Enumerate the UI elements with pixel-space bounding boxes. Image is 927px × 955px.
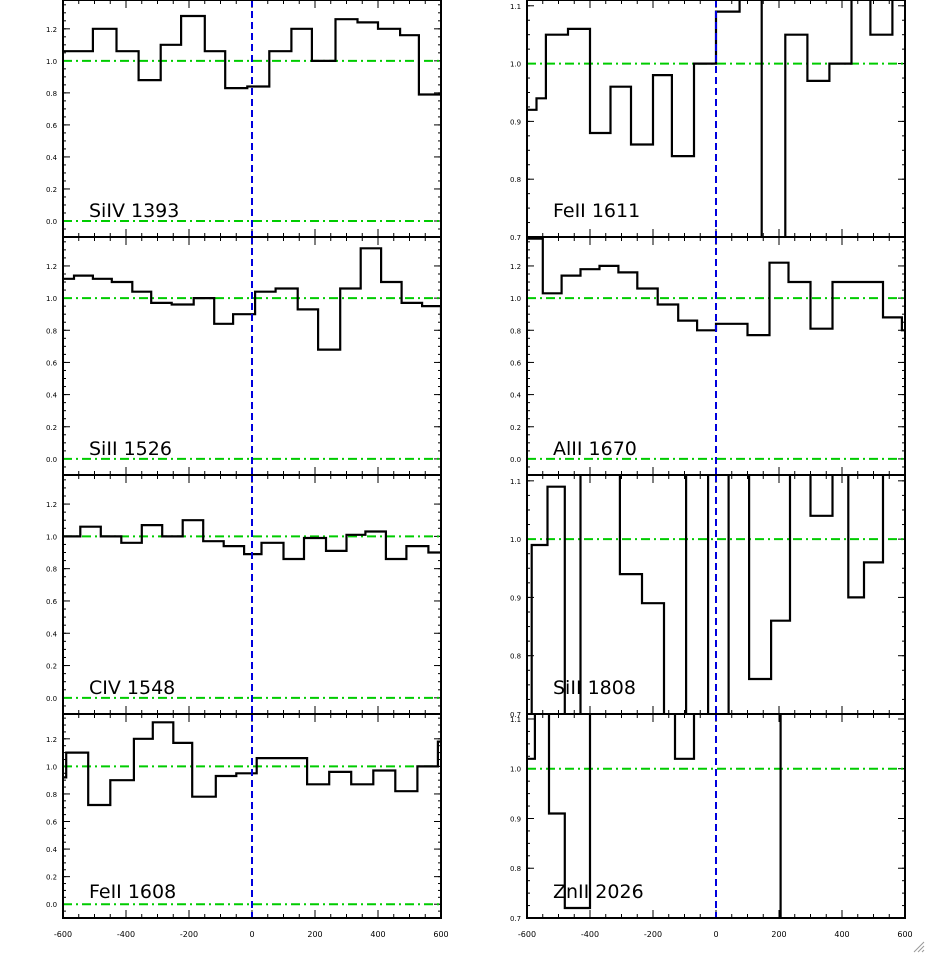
y-tick-label: 0.9 xyxy=(510,815,521,823)
y-tick-label: 0.9 xyxy=(510,118,521,126)
x-tick-label: 600 xyxy=(433,930,448,939)
y-tick-label: 0.8 xyxy=(46,90,57,98)
spectrum-line xyxy=(63,721,441,807)
y-tick-label: 1.2 xyxy=(46,501,57,509)
panel-frame xyxy=(62,713,442,919)
y-tick-label: 0.2 xyxy=(46,424,57,432)
x-tick-label: 200 xyxy=(771,930,786,939)
panel-feii-1611: 0.7 0.8 0.9 1.0 1.1 FeII 1611 xyxy=(510,0,906,242)
y-tick-label: 1.0 xyxy=(510,536,521,544)
y-tick-label: 0.8 xyxy=(46,791,57,799)
panel-frame xyxy=(526,713,906,919)
y-tick-label: 0.6 xyxy=(46,122,58,130)
ion-label: SiII 1526 xyxy=(89,438,172,460)
y-tick-label: 0.0 xyxy=(510,456,521,464)
x-tick-label: -600 xyxy=(54,930,72,939)
x-tick-label: 400 xyxy=(370,930,385,939)
x-tick-label: -600 xyxy=(518,930,536,939)
y-tick-label: 0.4 xyxy=(46,846,58,854)
y-tick-label: 0.9 xyxy=(510,594,521,602)
spectrum-line xyxy=(63,247,441,351)
y-tick-label: 1.1 xyxy=(510,478,521,486)
spectrum-line xyxy=(63,14,441,96)
x-tick-label: -400 xyxy=(581,930,599,939)
ion-label: SiII 1808 xyxy=(553,677,636,699)
x-tick-label: 0 xyxy=(249,930,254,939)
y-tick-label: 1.2 xyxy=(46,26,57,34)
ion-label: FeII 1611 xyxy=(553,200,640,222)
panel-feii-1608: 0.0 0.2 0.4 0.6 0.8 1.0 1.2 -600 -400 -200 0 200 400… xyxy=(46,713,449,939)
y-tick-label: 0.2 xyxy=(46,186,57,194)
y-tick-label: 0.0 xyxy=(46,695,57,703)
y-tick-label: 0.6 xyxy=(510,359,522,367)
panels-group: 0.0 0.2 0.4 0.6 0.8 1.0 1.2 SiIV 1393 0.7 0.8 0.9 1… xyxy=(46,0,913,939)
y-tick-label: 1.1 xyxy=(510,3,521,11)
x-tick-label: 200 xyxy=(307,930,322,939)
y-tick-label: 0.6 xyxy=(46,598,58,606)
resize-grip-icon[interactable] xyxy=(913,941,925,953)
y-tick-label: 0.8 xyxy=(510,176,521,184)
y-tick-label: 0.7 xyxy=(510,234,521,242)
x-tick-label: 0 xyxy=(713,930,718,939)
y-tick-label: 0.8 xyxy=(46,327,57,335)
ion-label: AlII 1670 xyxy=(553,438,637,460)
ion-label: FeII 1608 xyxy=(89,881,176,903)
x-tick-label: -200 xyxy=(644,930,662,939)
y-tick-label: 0.0 xyxy=(46,456,57,464)
spectrum-line xyxy=(527,0,905,237)
y-tick-label: 0.2 xyxy=(46,874,57,882)
ion-label: SiIV 1393 xyxy=(89,200,179,222)
y-tick-label: 1.0 xyxy=(510,61,521,69)
panel-znii-2026: 0.7 0.8 0.9 1.0 1.1 -600 -400 -200 0 200 400 600 ZnI… xyxy=(510,713,913,939)
spectrum-line xyxy=(527,237,905,337)
y-tick-label: 1.2 xyxy=(46,736,57,744)
y-tick-label: 0.7 xyxy=(510,711,521,719)
x-tick-label: 400 xyxy=(834,930,849,939)
x-tick-label: 600 xyxy=(897,930,912,939)
y-tick-label: 0.6 xyxy=(46,359,58,367)
y-tick-label: 0.4 xyxy=(510,392,522,400)
y-tick-label: 0.8 xyxy=(510,327,521,335)
y-tick-label: 0.4 xyxy=(46,392,58,400)
y-tick-label: 0.8 xyxy=(510,653,521,661)
y-tick-label: 0.6 xyxy=(46,819,58,827)
y-tick-label: 1.0 xyxy=(46,58,57,66)
y-tick-label: 1.0 xyxy=(46,763,57,771)
y-tick-label: 1.2 xyxy=(46,263,57,271)
y-tick-label: 0.2 xyxy=(510,424,521,432)
y-tick-label: 1.0 xyxy=(46,533,57,541)
y-tick-label: 0.4 xyxy=(46,630,58,638)
y-tick-label: 0.2 xyxy=(46,663,57,671)
x-tick-label: -200 xyxy=(180,930,198,939)
y-tick-label: 1.2 xyxy=(510,263,521,271)
y-tick-label: 0.8 xyxy=(510,865,521,873)
y-tick-label: 0.7 xyxy=(510,915,521,923)
ion-label: ZnII 2026 xyxy=(553,881,644,903)
y-tick-label: 0.0 xyxy=(46,901,57,909)
y-tick-label: 0.0 xyxy=(46,218,57,226)
y-tick-label: 1.0 xyxy=(510,295,521,303)
y-tick-label: 0.4 xyxy=(46,154,58,162)
y-tick-label: 0.8 xyxy=(46,566,57,574)
y-tick-label: 1.0 xyxy=(510,766,521,774)
y-tick-label: 1.0 xyxy=(46,295,57,303)
y-tick-label: 1.1 xyxy=(510,716,521,724)
ion-label: CIV 1548 xyxy=(89,677,175,699)
x-tick-label: -400 xyxy=(117,930,135,939)
